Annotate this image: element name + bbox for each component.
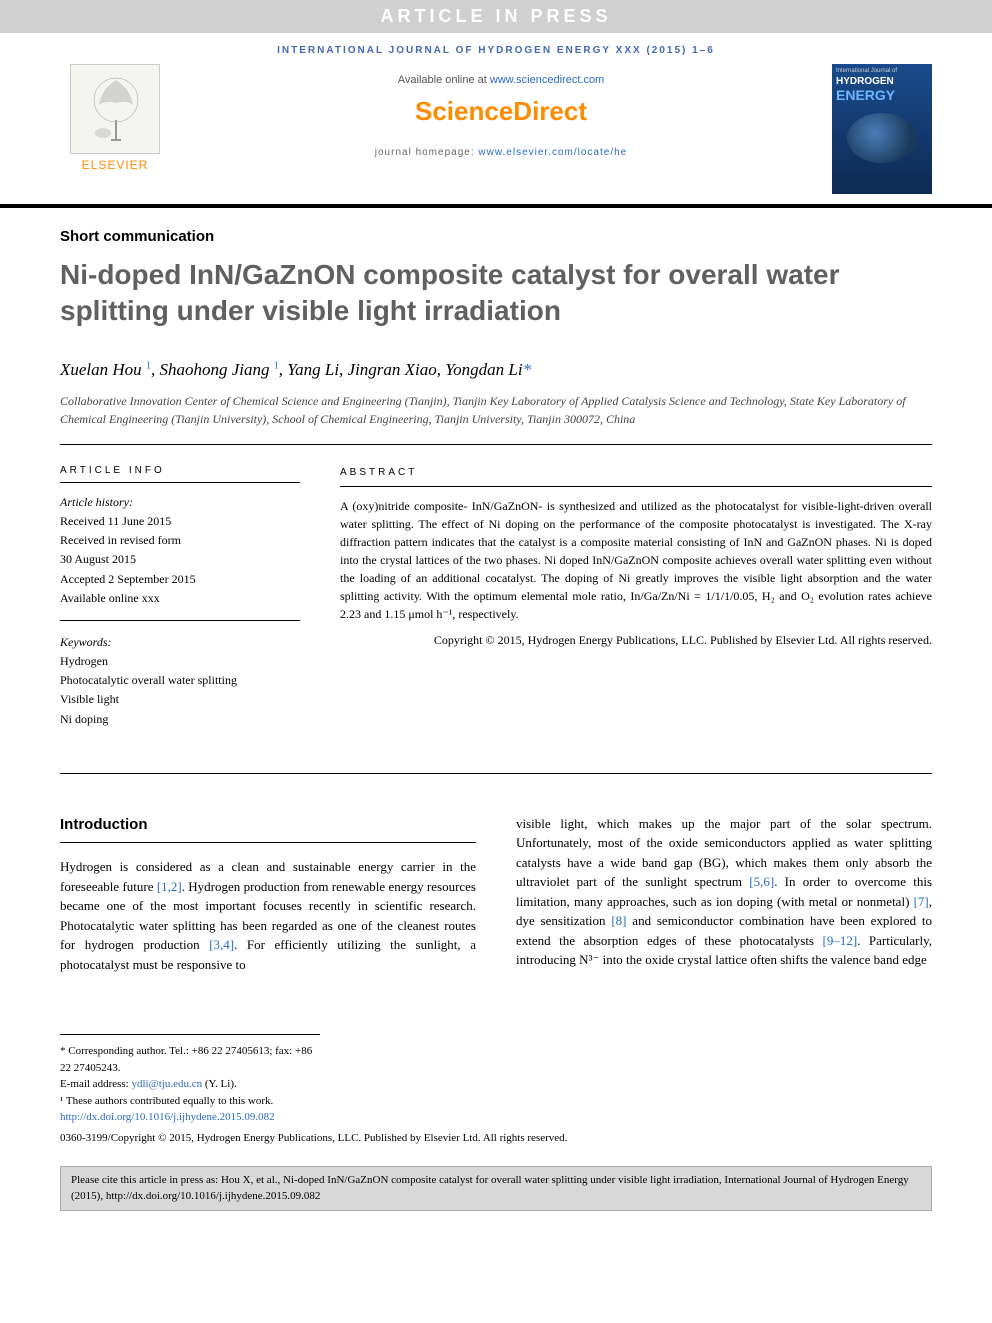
article-info-column: ARTICLE INFO Article history: Received 1… — [60, 465, 300, 753]
available-online-line: Available online at www.sciencedirect.co… — [170, 74, 832, 86]
intro-para-col2: visible light, which makes up the major … — [516, 814, 932, 970]
elsevier-label: ELSEVIER — [60, 158, 170, 172]
affiliation: Collaborative Innovation Center of Chemi… — [60, 392, 932, 445]
authors-line: Xuelan Hou 1, Shaohong Jiang 1, Yang Li,… — [60, 360, 932, 380]
homepage-prefix: journal homepage: — [375, 147, 479, 158]
keyword-4: Ni doping — [60, 710, 300, 729]
history-revised-1: Received in revised form — [60, 531, 300, 550]
cover-title-1: HYDROGEN — [836, 76, 928, 87]
cover-journal-line: International Journal of — [836, 68, 928, 74]
page-container: ARTICLE IN PRESS INTERNATIONAL JOURNAL O… — [0, 0, 992, 1323]
introduction-heading: Introduction — [60, 814, 476, 844]
keywords-block: Keywords: Hydrogen Photocatalytic overal… — [60, 633, 300, 741]
abstract-column: ABSTRACT A (oxy)nitride composite- InN/G… — [340, 465, 932, 753]
equal-contribution-note: ¹ These authors contributed equally to t… — [60, 1093, 320, 1110]
email-link[interactable]: ydli@tju.edu.cn — [131, 1078, 202, 1090]
body-columns: Introduction Hydrogen is considered as a… — [60, 814, 932, 975]
body-column-left: Introduction Hydrogen is considered as a… — [60, 814, 476, 975]
history-available: Available online xxx — [60, 589, 300, 608]
ref-link[interactable]: [8] — [611, 913, 626, 928]
copyright-footer: 0360-3199/Copyright © 2015, Hydrogen Ene… — [60, 1130, 932, 1147]
doi-link[interactable]: http://dx.doi.org/10.1016/j.ijhydene.201… — [60, 1111, 275, 1123]
footer-area: * Corresponding author. Tel.: +86 22 274… — [0, 1034, 992, 1146]
article-title: Ni-doped InN/GaZnON composite catalyst f… — [60, 257, 932, 330]
email-label: E-mail address: — [60, 1078, 131, 1090]
header-row: ELSEVIER Available online at www.science… — [0, 64, 992, 208]
keyword-2: Photocatalytic overall water splitting — [60, 671, 300, 690]
ref-link[interactable]: [9–12] — [823, 933, 858, 948]
ref-link[interactable]: [7] — [914, 894, 929, 909]
ref-link[interactable]: [3,4] — [209, 937, 234, 952]
doi-line: http://dx.doi.org/10.1016/j.ijhydene.201… — [60, 1109, 932, 1126]
elsevier-tree-icon — [70, 64, 160, 154]
journal-homepage-line: journal homepage: www.elsevier.com/locat… — [170, 147, 832, 158]
intro-para-col1: Hydrogen is considered as a clean and su… — [60, 857, 476, 974]
content-area: Short communication Ni-doped InN/GaZnON … — [0, 208, 992, 994]
body-column-right: visible light, which makes up the major … — [516, 814, 932, 975]
email-suffix: (Y. Li). — [202, 1078, 237, 1090]
article-type: Short communication — [60, 228, 932, 245]
email-line: E-mail address: ydli@tju.edu.cn (Y. Li). — [60, 1076, 320, 1093]
sciencedirect-link[interactable]: www.sciencedirect.com — [490, 74, 604, 86]
journal-header-line: INTERNATIONAL JOURNAL OF HYDROGEN ENERGY… — [0, 33, 992, 64]
history-label: Article history: — [60, 493, 300, 512]
ref-link[interactable]: [5,6] — [749, 874, 774, 889]
history-received: Received 11 June 2015 — [60, 512, 300, 531]
elsevier-block: ELSEVIER — [60, 64, 170, 172]
center-header-block: Available online at www.sciencedirect.co… — [170, 64, 832, 168]
article-info-heading: ARTICLE INFO — [60, 465, 300, 483]
keyword-1: Hydrogen — [60, 652, 300, 671]
article-in-press-banner: ARTICLE IN PRESS — [0, 0, 992, 33]
available-prefix: Available online at — [398, 74, 490, 86]
abstract-copyright: Copyright © 2015, Hydrogen Energy Public… — [340, 631, 932, 649]
ref-link[interactable]: [1,2] — [157, 879, 182, 894]
footnotes-block: * Corresponding author. Tel.: +86 22 274… — [60, 1034, 320, 1109]
article-history-block: Article history: Received 11 June 2015 R… — [60, 493, 300, 621]
abstract-heading: ABSTRACT — [340, 465, 932, 487]
abstract-text: A (oxy)nitride composite- InN/GaZnON- is… — [340, 497, 932, 623]
history-revised-2: 30 August 2015 — [60, 550, 300, 569]
citation-box: Please cite this article in press as: Ho… — [60, 1166, 932, 1211]
cover-title-2: ENERGY — [836, 87, 928, 103]
keywords-label: Keywords: — [60, 633, 300, 652]
keyword-3: Visible light — [60, 690, 300, 709]
history-accepted: Accepted 2 September 2015 — [60, 570, 300, 589]
sciencedirect-logo: ScienceDirect — [170, 96, 832, 127]
info-abstract-row: ARTICLE INFO Article history: Received 1… — [60, 465, 932, 774]
cover-globe-icon — [847, 113, 917, 163]
homepage-link[interactable]: www.elsevier.com/locate/he — [478, 147, 627, 158]
corresponding-author-note: * Corresponding author. Tel.: +86 22 274… — [60, 1043, 320, 1076]
journal-cover-thumbnail: International Journal of HYDROGEN ENERGY — [832, 64, 932, 194]
